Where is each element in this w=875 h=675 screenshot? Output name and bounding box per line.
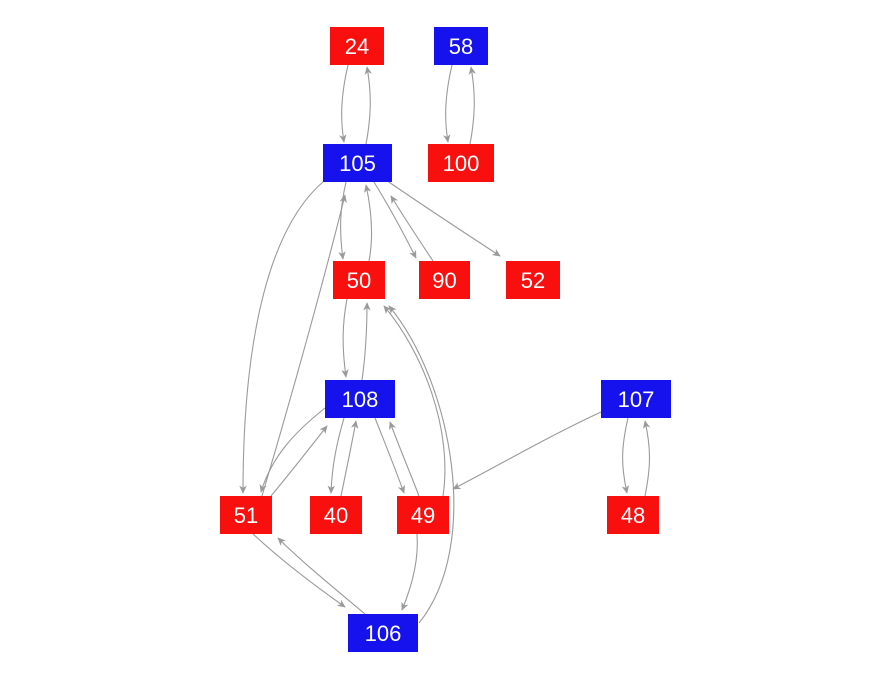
node-90[interactable]: 90 — [419, 261, 470, 299]
node-label-107: 107 — [618, 387, 655, 412]
node-107[interactable]: 107 — [601, 380, 671, 418]
node-box-49[interactable] — [397, 496, 449, 534]
node-105[interactable]: 105 — [323, 144, 392, 182]
node-48[interactable]: 48 — [607, 496, 659, 534]
node-label-106: 106 — [365, 621, 402, 646]
node-label-24: 24 — [345, 34, 369, 59]
edge-50-to-108 — [341, 298, 349, 378]
edge-49-to-106 — [401, 533, 418, 611]
edge-49-to-108 — [389, 421, 420, 497]
node-label-51: 51 — [234, 503, 258, 528]
node-49[interactable]: 49 — [397, 496, 449, 534]
edge-108-to-49 — [374, 417, 405, 494]
node-label-40: 40 — [324, 503, 348, 528]
node-100[interactable]: 100 — [428, 144, 494, 182]
node-box-24[interactable] — [330, 27, 384, 65]
node-box-58[interactable] — [434, 27, 488, 65]
edge-108-to-51 — [259, 407, 326, 493]
nodes-layer: 24 58 105 100 50 90 52 108 107 51 40 49 48 106 — [220, 27, 671, 652]
edge-105-to-50 — [338, 181, 347, 260]
node-52[interactable]: 52 — [506, 261, 560, 299]
edge-58-to-100 — [443, 64, 453, 143]
edge-49-to-50 — [383, 305, 446, 497]
node-108[interactable]: 108 — [325, 380, 395, 418]
node-box-50[interactable] — [333, 261, 385, 299]
node-58[interactable]: 58 — [434, 27, 488, 65]
node-label-100: 100 — [443, 151, 480, 176]
node-box-90[interactable] — [419, 261, 470, 299]
node-label-48: 48 — [621, 503, 645, 528]
edge-51-to-108 — [270, 425, 328, 497]
edge-24-to-105 — [339, 64, 349, 143]
edge-50-to-105 — [363, 184, 373, 262]
node-box-40[interactable] — [310, 496, 362, 534]
edge-107-to-49 — [452, 411, 602, 490]
edge-106-to-50 — [388, 305, 455, 624]
edge-105-to-51 — [239, 180, 325, 494]
edge-108-to-40 — [327, 417, 345, 494]
edge-107-to-48 — [621, 417, 630, 494]
node-box-52[interactable] — [506, 261, 560, 299]
node-box-108[interactable] — [325, 380, 395, 418]
node-40[interactable]: 40 — [310, 496, 362, 534]
node-106[interactable]: 106 — [348, 614, 418, 652]
node-box-105[interactable] — [323, 144, 392, 182]
edge-105-to-52 — [385, 179, 501, 257]
edge-51-to-105 — [261, 194, 347, 497]
edge-40-to-108 — [340, 420, 359, 497]
edge-108-to-50 — [361, 302, 371, 381]
node-label-58: 58 — [449, 34, 473, 59]
edge-51-to-106 — [252, 533, 346, 608]
edge-100-to-58 — [468, 66, 476, 145]
node-label-108: 108 — [342, 387, 379, 412]
node-51[interactable]: 51 — [220, 496, 272, 534]
node-box-100[interactable] — [428, 144, 494, 182]
edge-90-to-105 — [390, 195, 434, 262]
node-label-50: 50 — [347, 268, 371, 293]
node-box-107[interactable] — [601, 380, 671, 418]
node-24[interactable]: 24 — [330, 27, 384, 65]
edges-layer — [239, 64, 651, 624]
edge-106-to-51 — [277, 537, 366, 615]
node-box-48[interactable] — [607, 496, 659, 534]
node-label-52: 52 — [521, 268, 545, 293]
node-label-105: 105 — [339, 151, 376, 176]
edge-48-to-107 — [642, 420, 651, 497]
node-label-90: 90 — [432, 268, 456, 293]
node-label-49: 49 — [411, 503, 435, 528]
edge-105-to-90 — [373, 181, 417, 259]
node-50[interactable]: 50 — [333, 261, 385, 299]
node-box-106[interactable] — [348, 614, 418, 652]
edge-105-to-24 — [364, 66, 372, 145]
node-box-51[interactable] — [220, 496, 272, 534]
